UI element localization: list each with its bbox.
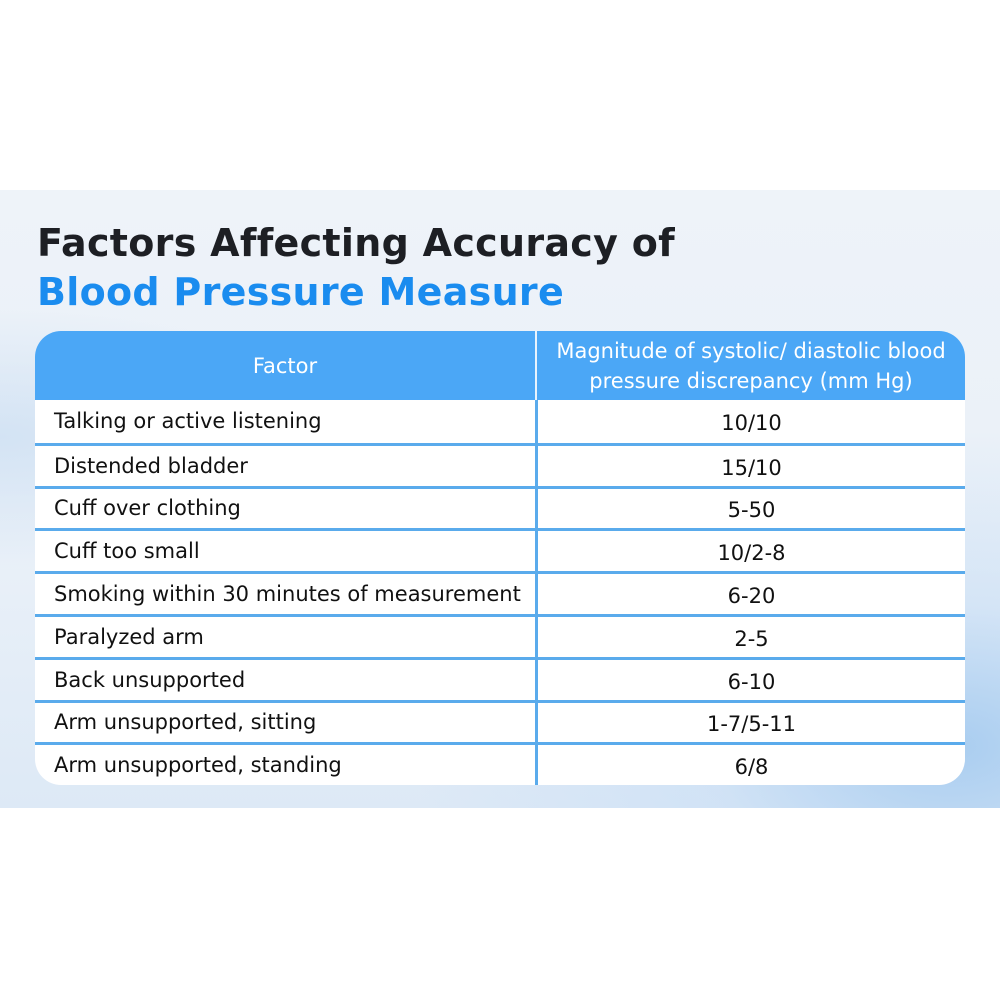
table-row: Smoking within 30 minutes of measurement…	[35, 571, 965, 614]
factor-cell: Smoking within 30 minutes of measurement	[54, 582, 521, 607]
factor-cell: Arm unsupported, standing	[54, 753, 342, 778]
table-row: Cuff too small 10/2-8	[35, 528, 965, 572]
factor-cell: Talking or active listening	[54, 409, 322, 434]
title-line-1: Factors Affecting Accuracy of	[37, 221, 675, 265]
title-line-2: Blood Pressure Measure	[37, 270, 565, 314]
factor-cell: Distended bladder	[54, 453, 248, 478]
page-title: Factors Affecting Accuracy of Blood Pres…	[37, 219, 675, 317]
table-row: Talking or active listening 10/10	[35, 400, 965, 443]
table-row: Cuff over clothing 5-50	[35, 485, 965, 529]
magnitude-cell: 10/2-8	[535, 531, 965, 572]
factor-cell: Back unsupported	[54, 667, 246, 692]
factor-cell: Cuff too small	[54, 539, 200, 564]
table-row: Distended bladder 15/10	[35, 442, 965, 486]
header-magnitude-text: Magnitude of systolic/ diastolic blood p…	[556, 338, 946, 393]
magnitude-cell: 1-7/5-11	[535, 702, 965, 743]
table-header: Factor Magnitude of systolic/ diastolic …	[35, 331, 965, 400]
magnitude-cell: 15/10	[535, 445, 965, 486]
magnitude-cell: 6-10	[535, 659, 965, 700]
table-row: Arm unsupported, standing 6/8	[35, 742, 965, 785]
factor-cell: Paralyzed arm	[54, 624, 204, 649]
magnitude-cell: 10/10	[535, 400, 965, 443]
table-row: Paralyzed arm 2-5	[35, 613, 965, 657]
header-magnitude: Magnitude of systolic/ diastolic blood p…	[535, 331, 965, 400]
magnitude-cell: 5-50	[535, 488, 965, 529]
table-row: Back unsupported 6-10	[35, 656, 965, 700]
header-factor: Factor	[252, 353, 318, 378]
factor-cell: Cuff over clothing	[54, 496, 241, 521]
table-body: Talking or active listening 10/10 Distende…	[35, 400, 965, 785]
factors-table: Factor Magnitude of systolic/ diastolic …	[35, 331, 965, 785]
magnitude-cell: 2-5	[535, 616, 965, 657]
magnitude-cell: 6-20	[535, 574, 965, 614]
table-row: Arm unsupported, sitting 1-7/5-11	[35, 699, 965, 743]
magnitude-cell: 6/8	[535, 745, 965, 785]
factor-cell: Arm unsupported, sitting	[54, 710, 317, 735]
